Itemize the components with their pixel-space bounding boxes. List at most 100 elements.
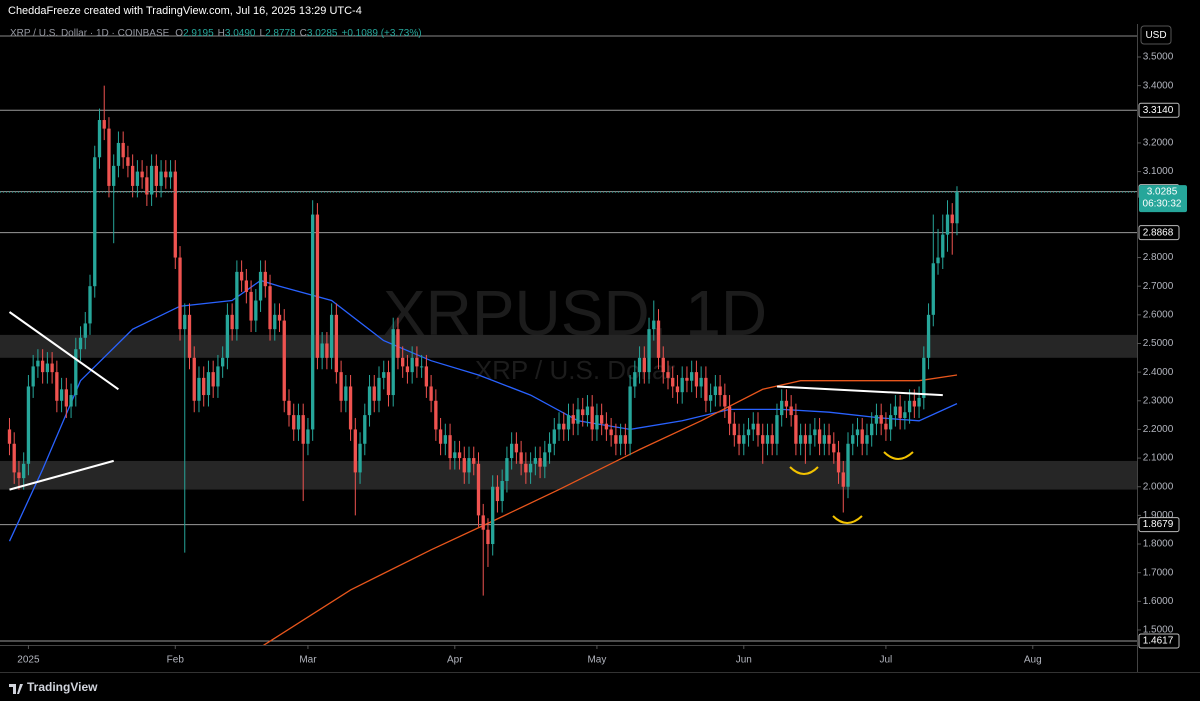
candle-body	[656, 320, 661, 358]
candle-body	[870, 423, 874, 436]
y-tick-label: 1.7000	[1143, 567, 1174, 578]
plot-area: XRPUSD, 1D XRP / U.S. Dollar	[0, 85, 1137, 645]
candle-body	[647, 329, 651, 373]
candle-body	[358, 443, 362, 473]
candle-body	[519, 452, 523, 464]
candle-body	[434, 400, 438, 430]
candle-body	[637, 357, 642, 373]
candle-body	[59, 389, 64, 401]
x-tick-label: Mar	[299, 655, 317, 666]
candle-body	[202, 377, 206, 396]
candle-body	[424, 366, 429, 387]
candle-body	[74, 349, 78, 396]
candle-body	[377, 377, 381, 401]
candle-body	[813, 429, 817, 436]
candle-body	[97, 120, 102, 158]
y-tick-label: 2.6000	[1143, 309, 1174, 320]
candle-body	[704, 377, 708, 401]
candle-body	[268, 286, 272, 330]
candle-body	[55, 372, 59, 401]
candle-body	[950, 214, 954, 224]
candle-body	[192, 357, 196, 401]
candle-body	[325, 343, 329, 358]
candle-body	[419, 366, 424, 368]
candle-body	[761, 435, 765, 444]
candle-body	[292, 415, 296, 430]
candle-body	[524, 463, 528, 473]
level-tag	[1138, 225, 1180, 241]
legend-symbol: XRP / U.S. Dollar · 1D · COINBASE	[10, 28, 170, 39]
trendline	[776, 385, 943, 397]
candle-body	[363, 415, 367, 444]
candle-body	[140, 171, 144, 178]
footer: TradingView	[27, 680, 98, 694]
candle-body	[36, 360, 40, 367]
candle-body	[254, 300, 258, 321]
candle-body	[794, 415, 798, 444]
candle-body	[694, 372, 699, 387]
candle-body	[926, 314, 931, 358]
candle-body	[301, 415, 305, 444]
x-tick-label: Apr	[447, 655, 463, 666]
candle-body	[320, 343, 324, 358]
candle-body	[614, 435, 618, 444]
watermark-description: XRP / U.S. Dollar	[475, 355, 676, 385]
currency-button[interactable]	[1140, 25, 1172, 45]
candle-body	[879, 415, 883, 424]
candle-body	[732, 423, 736, 436]
candle-body	[12, 443, 16, 473]
candle-body	[642, 357, 646, 373]
candle-body	[258, 271, 263, 301]
candle-body	[149, 165, 154, 195]
y-tick-label: 2.3000	[1143, 395, 1174, 406]
candle-body	[595, 415, 599, 430]
candle-body	[623, 435, 628, 444]
candle-body	[628, 386, 632, 444]
candle-body	[898, 406, 902, 418]
y-tick-label: 3.4000	[1143, 80, 1174, 91]
candle-body	[391, 329, 395, 396]
x-tick-label: Feb	[167, 655, 185, 666]
y-tick-label: 3.5000	[1143, 52, 1174, 63]
candle-body	[277, 314, 282, 321]
candle-body	[372, 386, 376, 401]
candle-body	[751, 423, 755, 430]
legend-value: 2.8778	[265, 28, 296, 39]
candle-body	[296, 415, 301, 430]
candle-body	[116, 142, 121, 166]
level-label: 1.8679	[1143, 519, 1174, 530]
candle-body	[874, 415, 879, 424]
candle-body	[884, 423, 888, 430]
candle-body	[22, 463, 26, 479]
candle-body	[680, 377, 684, 393]
candle-body	[448, 435, 452, 459]
legend-key: H	[218, 28, 225, 39]
candle-body	[78, 337, 83, 350]
candle-body	[505, 458, 509, 482]
zone	[0, 334, 1137, 358]
currency[interactable]: USD	[1145, 30, 1166, 41]
candle-body	[543, 452, 547, 467]
level-tag	[1138, 102, 1180, 118]
header: CheddaFreeze created with TradingView.co…	[8, 5, 362, 17]
candle-body	[827, 435, 831, 444]
candle-body	[339, 372, 343, 401]
candle-body	[102, 120, 106, 129]
candle-body	[135, 171, 140, 186]
candle-body	[206, 372, 211, 396]
level-tag	[1138, 517, 1180, 533]
legend-key: C	[300, 28, 307, 39]
legend-value: 3.0285	[307, 28, 338, 39]
candle-body	[282, 320, 286, 401]
candle-body	[197, 377, 201, 401]
y-tick-label: 3.2000	[1143, 138, 1174, 149]
logo-icon	[9, 684, 23, 694]
y-tick-label: 2.4000	[1143, 367, 1174, 378]
candle-body	[841, 472, 845, 487]
level-label: 3.3140	[1143, 105, 1174, 116]
candle-body	[708, 395, 713, 401]
candle-body	[538, 458, 542, 467]
last-price-tag	[1139, 185, 1187, 213]
